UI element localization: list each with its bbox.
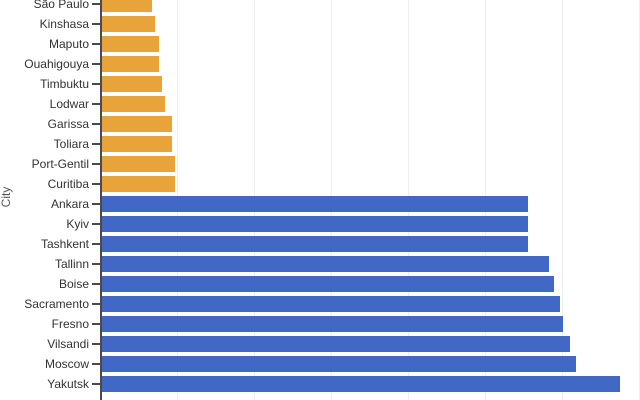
bar [101, 176, 175, 192]
bar [101, 316, 563, 332]
category-label: Garissa [47, 117, 89, 131]
category-label: Toliara [53, 137, 89, 151]
category-label: Yakutsk [47, 377, 89, 391]
bar [101, 76, 163, 92]
y-axis-tick [92, 303, 100, 305]
y-axis-line [100, 0, 102, 400]
bar [101, 36, 159, 52]
category-label: Fresno [51, 317, 89, 331]
category-label: Kinshasa [39, 17, 89, 31]
category-label: Tashkent [40, 237, 89, 251]
category-label: Timbuktu [40, 77, 89, 91]
y-axis-tick [92, 123, 100, 125]
category-label: Port-Gentil [31, 157, 89, 171]
y-axis-tick [92, 3, 100, 5]
y-axis-tick [92, 243, 100, 245]
y-axis-tick [92, 323, 100, 325]
y-axis-tick [92, 203, 100, 205]
y-axis-tick [92, 63, 100, 65]
category-label: Ouahigouya [24, 57, 89, 71]
bar [101, 276, 554, 292]
category-label: Sacramento [24, 297, 89, 311]
category-label: Tallinn [54, 257, 89, 271]
bar [101, 236, 529, 252]
bar [101, 56, 159, 72]
category-label: Ankara [50, 197, 89, 211]
y-axis-tick [92, 23, 100, 25]
bar [101, 376, 620, 392]
y-axis-tick [92, 143, 100, 145]
bar [101, 336, 571, 352]
bar [101, 216, 529, 232]
bar [101, 116, 173, 132]
bar [101, 356, 576, 372]
y-axis-tick [92, 103, 100, 105]
bar [101, 96, 165, 112]
y-axis-tick [92, 383, 100, 385]
y-axis-tick [92, 83, 100, 85]
category-label: Lodwar [49, 97, 89, 111]
y-axis-tick [92, 223, 100, 225]
bar [101, 256, 549, 272]
y-axis-tick [92, 283, 100, 285]
bar [101, 296, 560, 312]
x-gridline [562, 0, 563, 400]
category-label: Kyiv [66, 217, 89, 231]
bar [101, 196, 529, 212]
category-label: Maputo [48, 37, 89, 51]
y-axis-tick [92, 183, 100, 185]
y-axis-tick [92, 163, 100, 165]
y-axis-tick [92, 43, 100, 45]
y-axis-tick [92, 343, 100, 345]
bar [101, 156, 175, 172]
y-axis-tick [92, 263, 100, 265]
category-label: São Paulo [33, 0, 89, 11]
category-label: Vilsandi [47, 337, 89, 351]
bar [101, 136, 173, 152]
category-label: Curitiba [47, 177, 89, 191]
category-label: Moscow [44, 357, 89, 371]
bar [101, 16, 156, 32]
y-axis-tick [92, 363, 100, 365]
bar [101, 0, 153, 12]
category-label: Boise [58, 277, 89, 291]
